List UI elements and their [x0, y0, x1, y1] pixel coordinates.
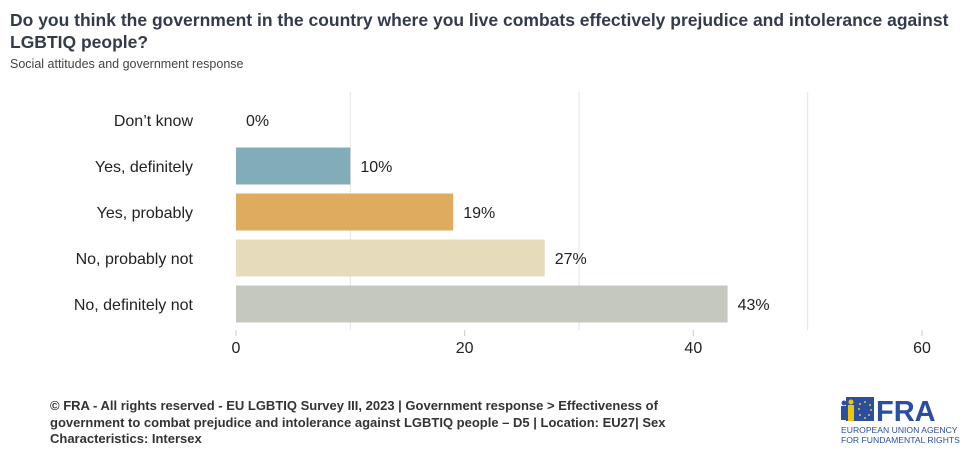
- fra-logo: FRA EUROPEAN UNION AGENCY FOR FUNDAMENTA…: [841, 396, 960, 445]
- category-label: Yes, probably: [97, 205, 193, 222]
- bar: [236, 193, 454, 231]
- chart-title: Do you think the government in the count…: [10, 10, 949, 52]
- category-label: No, definitely not: [74, 297, 194, 314]
- x-tick-label: 60: [913, 340, 931, 357]
- bar-chart: 0 20 40 60 Don’t know 0% Yes, definitely 10% Yes…: [74, 92, 931, 357]
- bar: [236, 285, 728, 323]
- category-label: Yes, definitely: [95, 159, 193, 176]
- svg-text:FOR FUNDAMENTAL RIGHTS: FOR FUNDAMENTAL RIGHTS: [841, 435, 960, 445]
- x-tick-label: 20: [456, 340, 474, 357]
- svg-text:FRA: FRA: [876, 396, 936, 428]
- chart-subtitle: Social attitudes and government response: [10, 57, 244, 71]
- value-label: 0%: [246, 113, 269, 130]
- value-label: 27%: [555, 251, 587, 268]
- bar: [236, 147, 351, 185]
- source-footer: © FRA - All rights reserved - EU LGBTIQ …: [50, 398, 666, 446]
- value-label: 19%: [463, 205, 495, 222]
- bar: [236, 239, 545, 277]
- value-label: 10%: [360, 159, 392, 176]
- x-tick-label: 0: [232, 340, 241, 357]
- category-label: Don’t know: [114, 113, 194, 130]
- x-tick-label: 40: [684, 340, 702, 357]
- category-label: No, probably not: [76, 251, 194, 268]
- svg-text:EUROPEAN UNION AGENCY: EUROPEAN UNION AGENCY: [841, 425, 958, 435]
- value-label: 43%: [738, 297, 770, 314]
